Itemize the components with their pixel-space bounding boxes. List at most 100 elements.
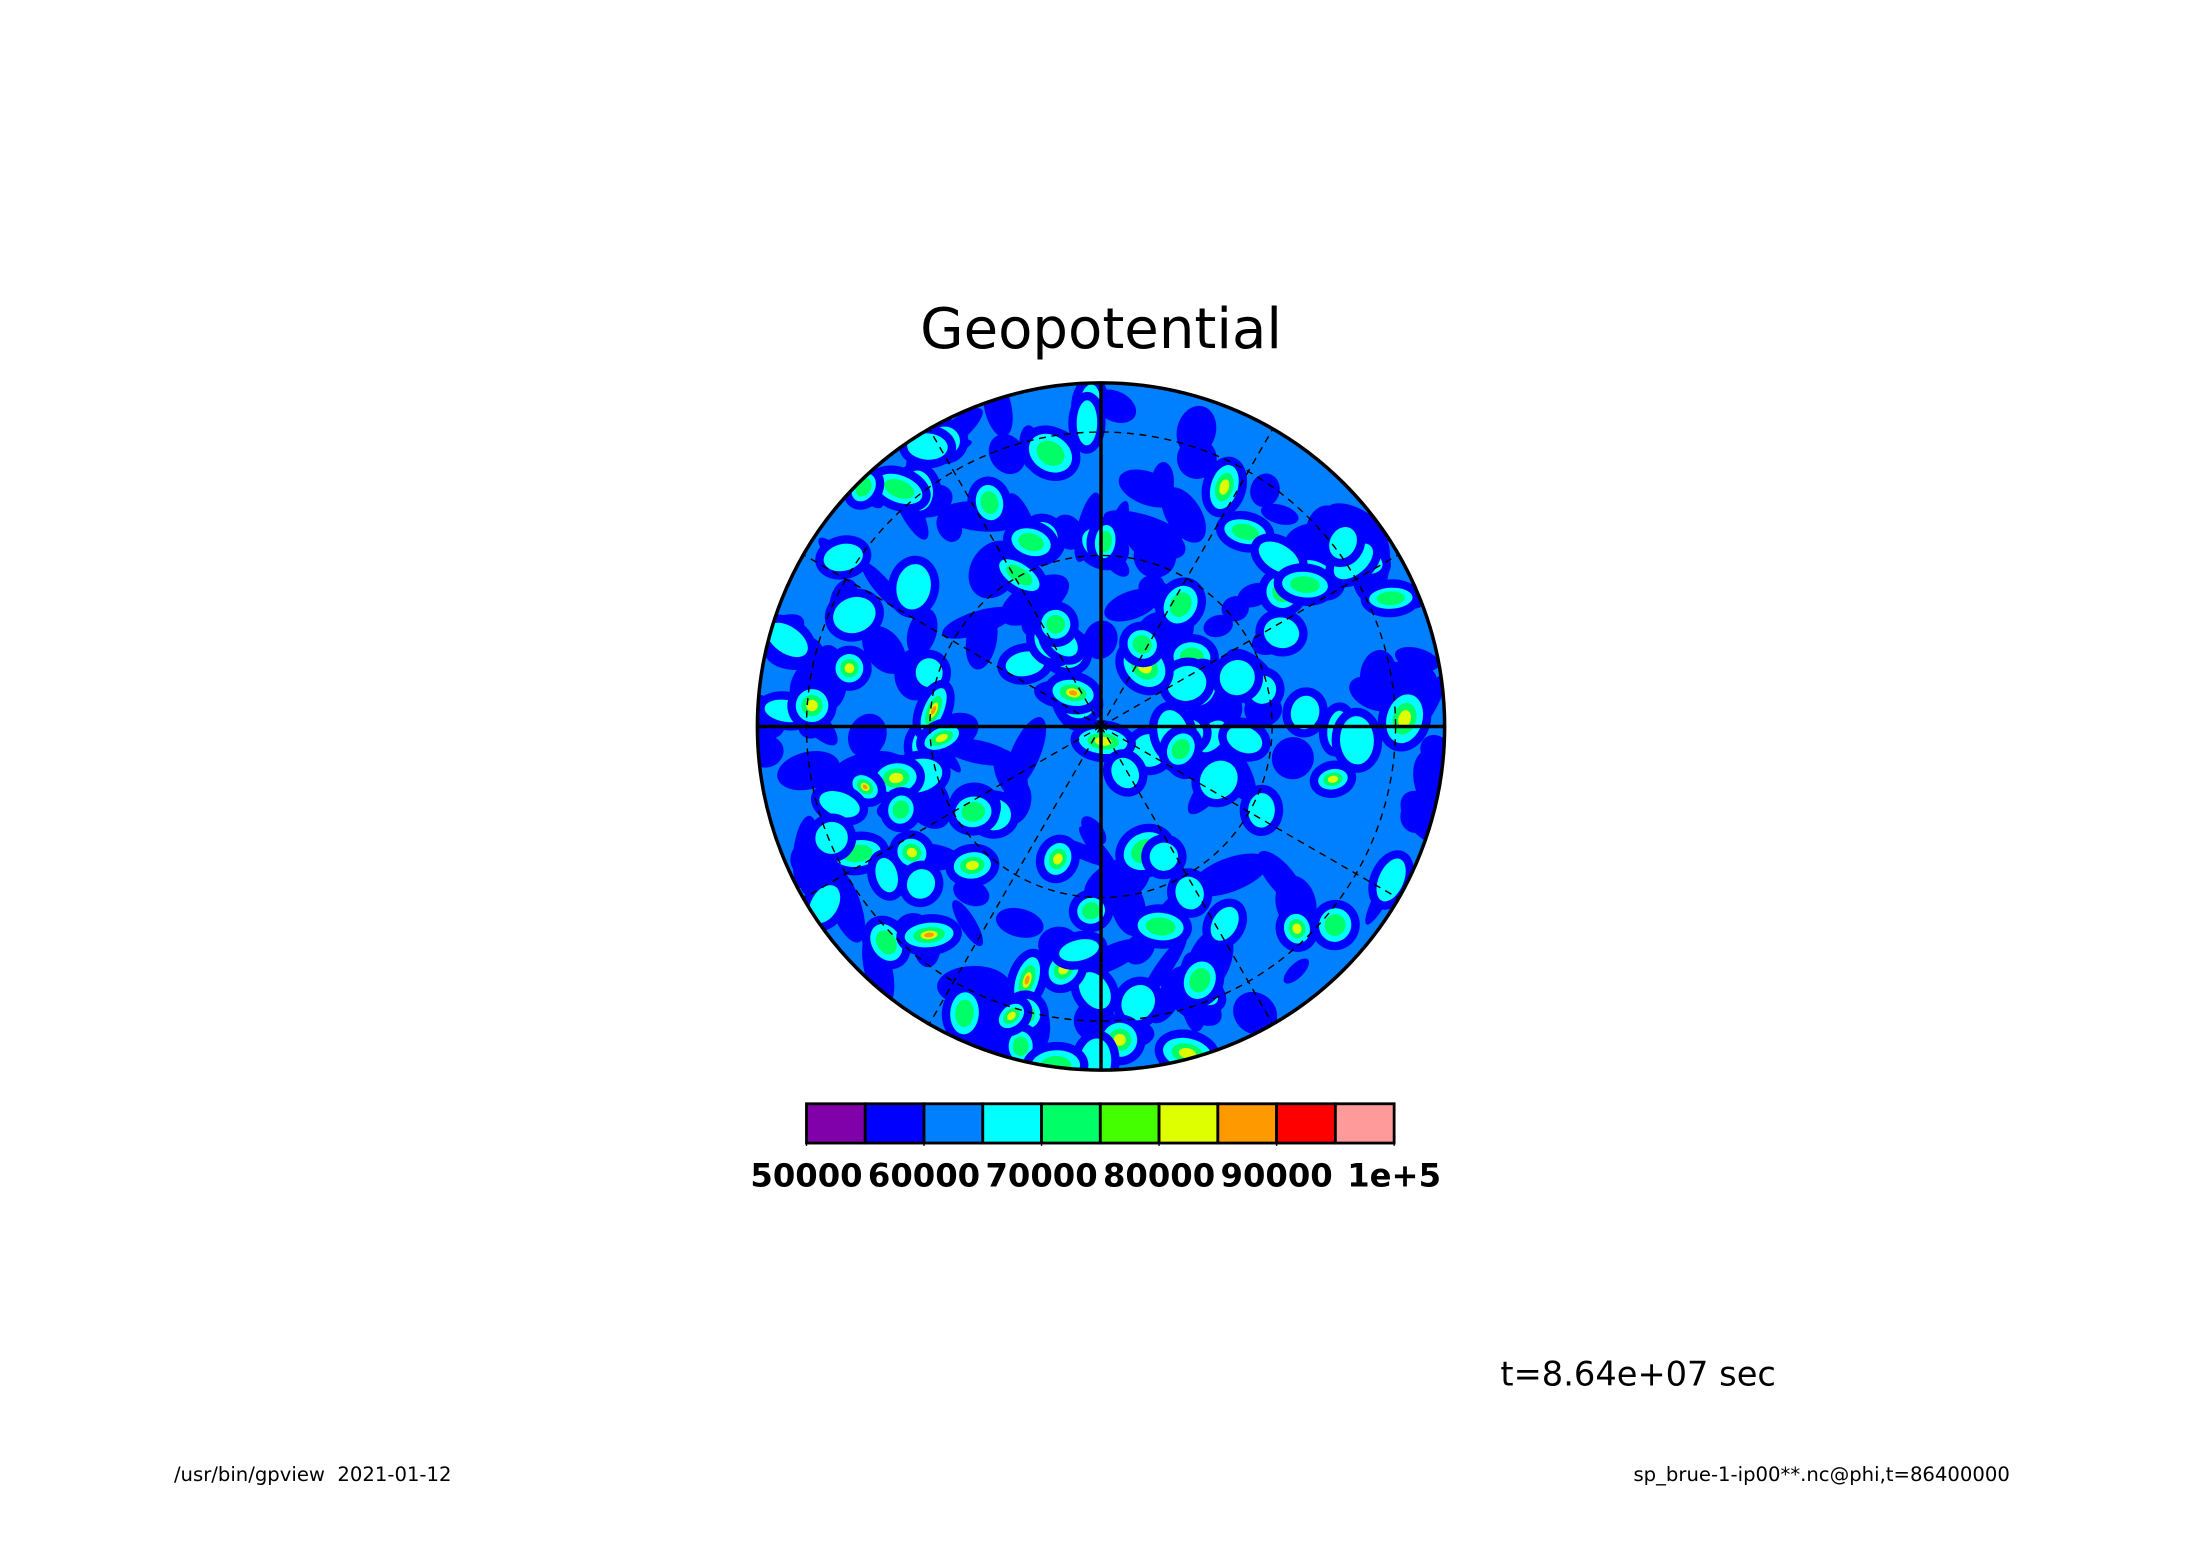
blob-level (1121, 984, 1156, 1021)
field-blob (1320, 518, 1366, 568)
blob-level (907, 433, 948, 460)
blob-level (1175, 876, 1204, 910)
field-blob (898, 860, 944, 908)
blob-level (965, 860, 979, 871)
blob-level (1171, 738, 1190, 760)
blob-level (809, 885, 841, 924)
field-vein (1151, 461, 1174, 505)
field-vein (1250, 473, 1280, 508)
meridian (928, 726, 1102, 1025)
meridian (1100, 725, 1399, 899)
blob-level (1012, 1036, 1029, 1056)
colorbar-box (981, 1102, 1043, 1145)
field-vein (1260, 503, 1299, 525)
blob-level (1290, 695, 1320, 730)
blob-level (906, 847, 917, 858)
blob-level (1376, 858, 1406, 902)
meridian (803, 725, 1102, 899)
blob-level (1078, 1038, 1112, 1071)
field-blob (1202, 898, 1248, 950)
field-blob (896, 914, 962, 956)
field-blob (1218, 717, 1271, 762)
field-blob (1035, 834, 1080, 884)
field-blob (879, 787, 923, 833)
time-annotation: t=8.64e+07 sec (1500, 1355, 1776, 1394)
meridian (928, 428, 1102, 727)
field-vein (1394, 646, 1440, 672)
colorbar-tick-label: 50000 (750, 1157, 862, 1195)
blob-level (1324, 914, 1346, 936)
blob-level (819, 791, 860, 818)
field-vein (1413, 749, 1445, 815)
field-blob (1158, 724, 1204, 774)
map-grid (755, 381, 1447, 1072)
blob-level (1210, 906, 1239, 941)
field-blob (1050, 930, 1108, 970)
field-blob (967, 476, 1012, 529)
blob-level (1199, 760, 1238, 799)
colorbar: 50000 60000 70000 80000 90000 1e+5 (750, 1102, 1441, 1195)
field-vein (1176, 405, 1217, 456)
colorbar-box (1216, 1102, 1279, 1145)
field-vein (1233, 991, 1278, 1035)
field-vein (1123, 514, 1155, 557)
blob-level (1006, 564, 1033, 586)
colorbar-box (1040, 1102, 1102, 1145)
field-blob (1275, 905, 1319, 952)
colorbar-box (1157, 1102, 1220, 1145)
colorbar-tick-label: 90000 (1221, 1157, 1333, 1195)
meridian (803, 554, 1102, 728)
field-vein (1283, 958, 1310, 984)
blob-level (1111, 757, 1140, 789)
field-vein (862, 625, 906, 674)
blob-level (955, 999, 974, 1027)
field-blob (1201, 456, 1248, 518)
field-blob (867, 849, 907, 901)
blob-level (1024, 975, 1030, 985)
field-blob (824, 588, 884, 642)
blob-level (1219, 659, 1255, 696)
field-vein (952, 900, 984, 947)
field-vein (995, 907, 1044, 938)
blob-level (1167, 665, 1207, 701)
blob-level (896, 564, 931, 610)
field-vein (936, 510, 963, 542)
field-blob (861, 915, 911, 970)
blob-level (1189, 968, 1211, 993)
field-vein (777, 751, 840, 791)
colorbar-tick-label: 1e+5 (1347, 1157, 1441, 1195)
colorbar-box (805, 1102, 867, 1145)
field-blob (806, 813, 857, 863)
meridian (1100, 428, 1274, 727)
meridian (1100, 726, 1274, 1025)
blob-level (1226, 725, 1263, 754)
field-blob (1003, 519, 1060, 565)
field-blob (1167, 868, 1213, 918)
blob-level (875, 930, 897, 955)
field-blob (1141, 834, 1187, 880)
colorbar-tick-label: 60000 (868, 1157, 980, 1195)
field-blob (990, 995, 1033, 1037)
field-blob (1102, 749, 1148, 797)
field-vein (1414, 795, 1433, 826)
blob-level (935, 733, 948, 743)
colorbar-box (863, 1102, 926, 1145)
blob-level (961, 801, 986, 822)
field-vein (1221, 596, 1249, 622)
field-blob (787, 680, 837, 731)
colorbar-tick-label: 80000 (1103, 1157, 1215, 1195)
blob-level (1007, 1011, 1016, 1021)
blob-level (823, 543, 863, 572)
blob-level (1292, 923, 1302, 934)
field-blob (844, 766, 887, 807)
blob-level (889, 772, 904, 784)
blob-level (1018, 533, 1044, 552)
blob-level (1145, 917, 1176, 936)
field-blob (1032, 601, 1079, 648)
field-blob (867, 754, 926, 802)
meridian (1100, 554, 1399, 728)
field-blob (945, 843, 1000, 888)
blob-level (1219, 479, 1230, 495)
field-vein (1203, 614, 1233, 638)
